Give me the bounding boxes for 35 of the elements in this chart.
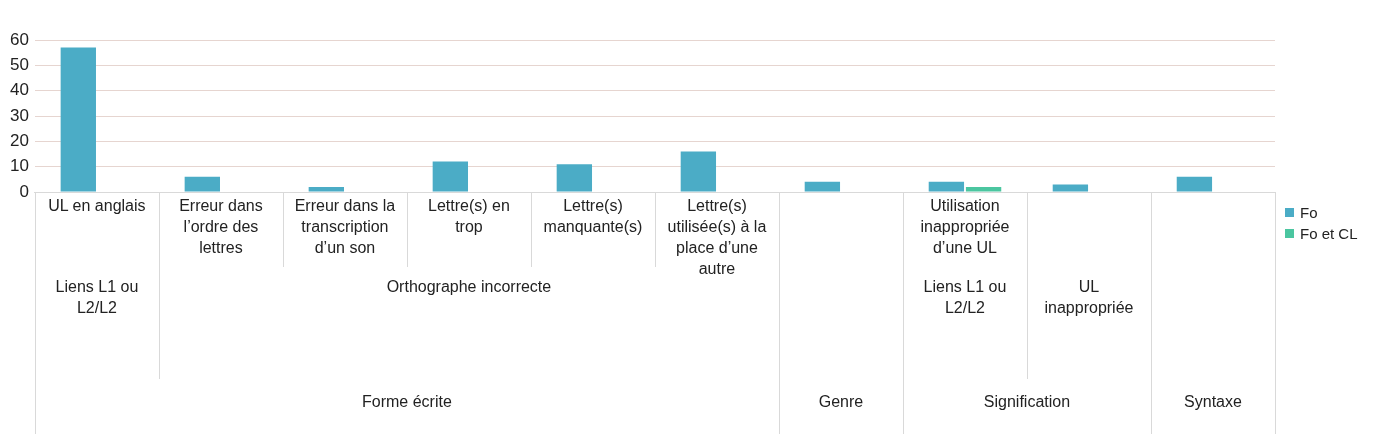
y-tick-label: 60 bbox=[9, 29, 29, 49]
category-label: Lettre(s) en trop bbox=[428, 196, 510, 235]
y-tick-label: 50 bbox=[9, 55, 29, 75]
y-tick-label: 20 bbox=[9, 131, 29, 151]
category-label: Liens L1 ou L2/L2 bbox=[55, 277, 139, 316]
category-label: Signification bbox=[983, 393, 1071, 411]
y-tick-label: 40 bbox=[9, 80, 29, 100]
y-tick-label: 0 bbox=[19, 181, 29, 201]
bar bbox=[965, 186, 1002, 192]
category-label: Erreur dans l’ordre des lettres bbox=[179, 196, 263, 256]
category-label: Utilisation inappropriée d’une UL bbox=[920, 196, 1010, 256]
bar bbox=[60, 47, 96, 192]
y-tick-label: 10 bbox=[9, 156, 29, 176]
bar bbox=[184, 176, 220, 192]
category-label: Genre bbox=[818, 393, 864, 411]
category-label: Erreur dans la transcription d’un son bbox=[294, 196, 396, 256]
bar bbox=[308, 186, 344, 192]
category-label: Liens L1 ou L2/L2 bbox=[923, 277, 1007, 316]
y-tick-label: 30 bbox=[9, 105, 29, 125]
category-label: Syntaxe bbox=[1184, 393, 1242, 411]
legend-label: Fo bbox=[1300, 204, 1318, 221]
bar bbox=[680, 151, 717, 192]
category-label: Orthographe incorrecte bbox=[386, 277, 552, 295]
category-label: UL en anglais bbox=[48, 196, 146, 214]
bar bbox=[804, 181, 841, 192]
category-label: UL inappropriée bbox=[1044, 277, 1134, 316]
legend-label: Fo et CL bbox=[1300, 225, 1358, 242]
bar bbox=[432, 161, 469, 192]
bar bbox=[928, 181, 965, 192]
category-label: Lettre(s) manquante(s) bbox=[543, 196, 643, 235]
bar bbox=[556, 164, 593, 192]
bar bbox=[1176, 176, 1213, 192]
bar bbox=[1052, 184, 1089, 192]
category-label: Forme écrite bbox=[362, 393, 452, 411]
category-label: Lettre(s) utilisée(s) à la place d’une autre bbox=[667, 196, 767, 277]
